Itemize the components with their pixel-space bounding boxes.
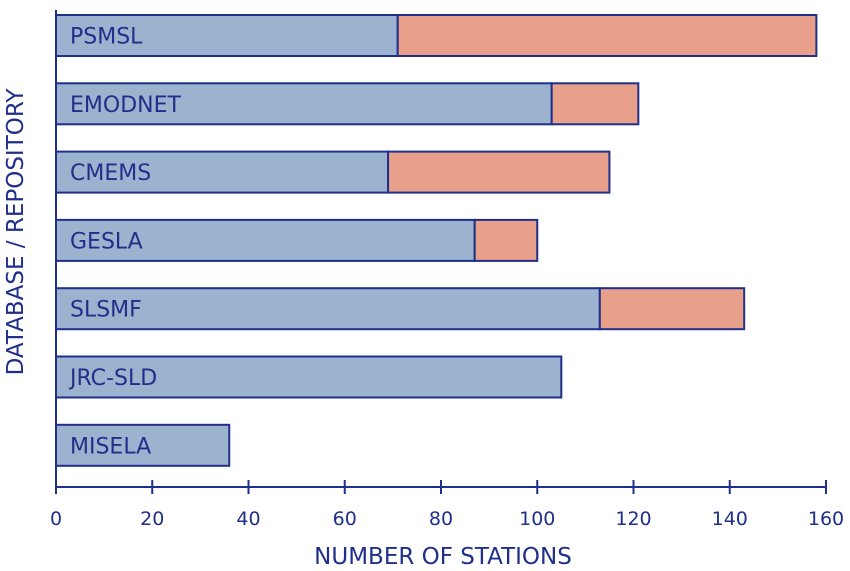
x-tick-label-60: 60 — [333, 508, 357, 530]
bar-label-slsmf: SLSMF — [70, 298, 142, 323]
x-tick-label-160: 160 — [808, 508, 844, 530]
x-tick-label-40: 40 — [236, 508, 260, 530]
bar-segment-emodnet-2 — [550, 82, 640, 126]
bar-segment-cmems-2 — [387, 150, 611, 194]
x-tick-label-80: 80 — [429, 508, 453, 530]
bar-segment-misela-1 — [55, 423, 231, 467]
x-tick-label-140: 140 — [712, 508, 748, 530]
bar-segment-gesla-2 — [473, 218, 539, 262]
bar-label-cmems: CMEMS — [70, 161, 151, 186]
bar-segment-slsmf-1 — [55, 287, 601, 331]
bar-segment-psmsl-2 — [396, 14, 818, 57]
y-axis-title: DATABASE / REPOSITORY — [3, 88, 29, 376]
bar-label-emodnet: EMODNET — [70, 93, 181, 118]
x-axis-title: NUMBER OF STATIONS — [314, 544, 572, 570]
bar-segment-cmems-1 — [55, 150, 390, 194]
bar-label-jrc-sld: JRC-SLD — [68, 366, 157, 391]
x-tick-label-120: 120 — [615, 508, 651, 530]
x-tick-label-100: 100 — [519, 508, 555, 530]
x-tick-label-0: 0 — [50, 508, 62, 530]
bar-segment-emodnet-1 — [55, 82, 553, 126]
bar-label-gesla: GESLA — [70, 229, 143, 254]
bar-label-psmsl: PSMSL — [70, 25, 143, 50]
bars-layer: PSMSL EMODNET CMEMS GESLA SLSMF JRC-SLD MISELA — [55, 14, 818, 467]
x-tick-label-20: 20 — [140, 508, 164, 530]
axes-layer: 0 20 40 60 80 100 120 140 160 — [50, 10, 844, 530]
bar-segment-slsmf-2 — [598, 287, 746, 331]
bar-label-misela: MISELA — [70, 434, 151, 459]
